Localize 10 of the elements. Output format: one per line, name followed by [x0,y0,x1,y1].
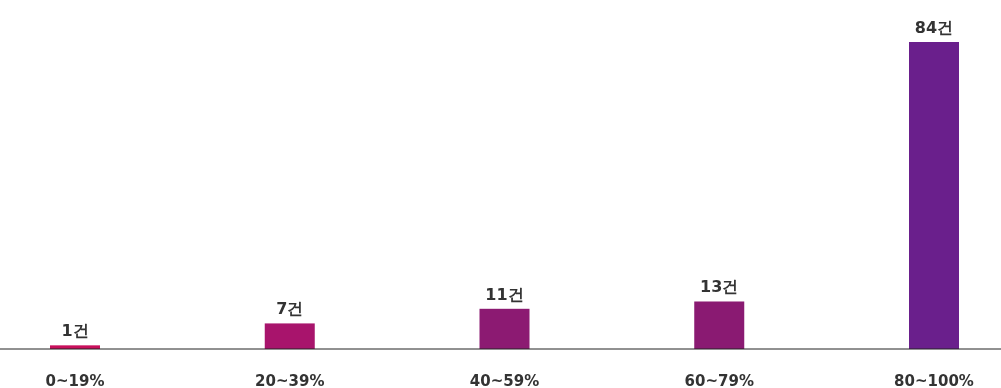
data-label: 11건 [485,284,524,304]
x-tick-label: 20~39% [255,372,325,388]
x-tick-label: 40~59% [469,372,540,388]
data-label: 84건 [914,18,954,37]
data-label: 13건 [700,277,739,297]
data-label: 1건 [61,321,89,341]
x-tick-label: 60~79% [684,372,754,388]
x-tick-label: 80~100% [894,372,974,388]
data-label: 7건 [276,299,304,319]
x-tick-label: 0~19% [45,372,105,388]
